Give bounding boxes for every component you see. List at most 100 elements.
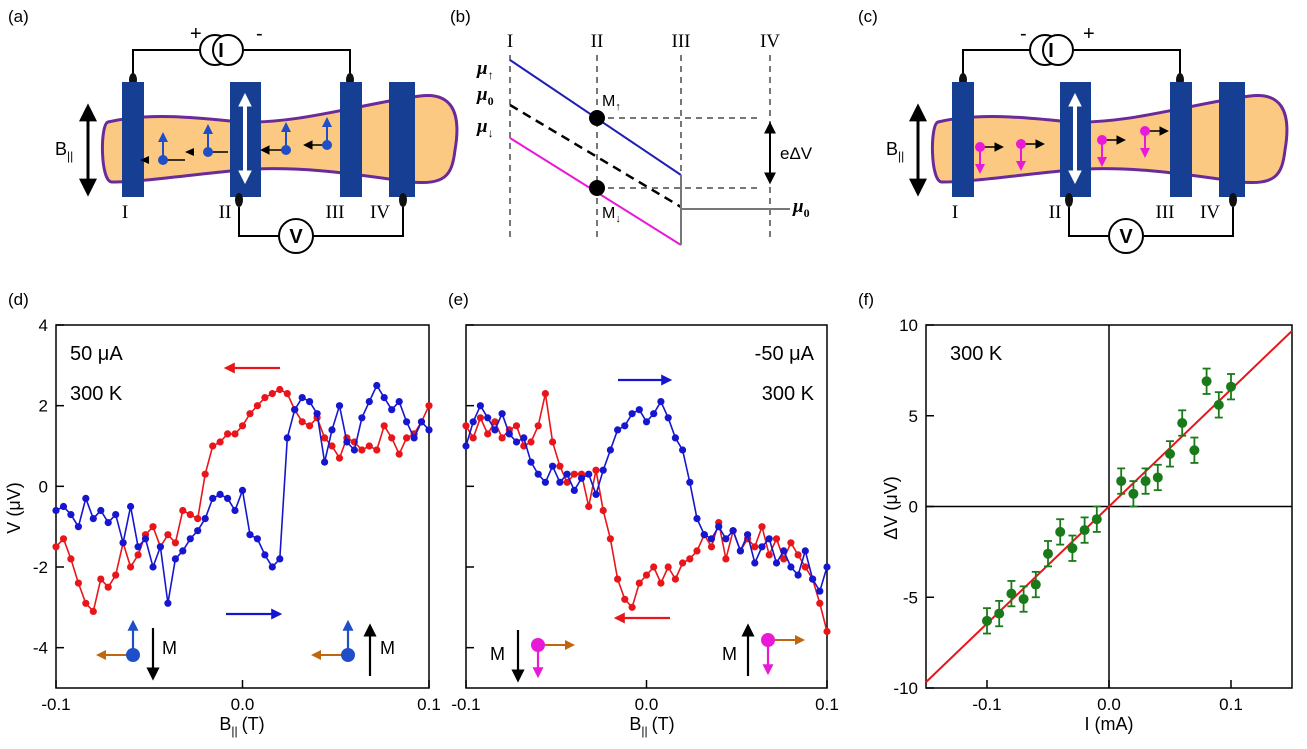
data-point bbox=[365, 398, 373, 406]
wire-top-left bbox=[132, 49, 200, 82]
axis-ticks-e: -0.1 0.0 0.1 bbox=[451, 324, 839, 714]
data-point bbox=[149, 563, 157, 571]
probe-terminal bbox=[1065, 193, 1073, 207]
panel-b-label: (b) bbox=[450, 7, 471, 26]
data-point bbox=[751, 559, 759, 567]
data-point bbox=[59, 535, 68, 543]
data-point bbox=[380, 422, 388, 430]
data-point bbox=[298, 394, 306, 402]
data-point bbox=[801, 547, 809, 555]
x-tick-label: -0.1 bbox=[972, 695, 1001, 714]
current-annotation: 50 μA bbox=[70, 343, 123, 365]
data-point bbox=[614, 426, 622, 434]
panel-e: (e) -0.1 0.0 0.1 B|| (T) -50 μA 300 K M M bbox=[448, 290, 839, 738]
data-point bbox=[693, 515, 701, 523]
data-point bbox=[112, 510, 120, 519]
data-point bbox=[1067, 543, 1078, 554]
data-point bbox=[679, 559, 687, 567]
spin-up-particles bbox=[140, 117, 332, 165]
series-line-blue bbox=[55, 383, 430, 604]
data-point bbox=[313, 410, 321, 418]
x-tick-label: 0.0 bbox=[231, 695, 255, 714]
data-point bbox=[520, 434, 528, 442]
data-point bbox=[994, 608, 1005, 619]
data-point bbox=[765, 535, 773, 543]
y-tick-label: 4 bbox=[39, 316, 48, 335]
contact-1 bbox=[952, 82, 974, 197]
contact-label: I bbox=[952, 202, 958, 223]
data-point bbox=[373, 381, 381, 390]
data-point bbox=[621, 422, 629, 430]
data-point bbox=[74, 579, 82, 587]
temperature-annotation: 300 K bbox=[762, 383, 815, 405]
data-point bbox=[268, 563, 276, 571]
data-point bbox=[512, 438, 521, 446]
data-point bbox=[758, 523, 766, 531]
data-point bbox=[549, 438, 557, 446]
contact-3 bbox=[340, 82, 362, 197]
data-point bbox=[194, 515, 202, 523]
voltmeter-label: V bbox=[289, 226, 303, 248]
data-point bbox=[679, 446, 687, 454]
contact-label: II bbox=[1049, 202, 1062, 223]
data-point bbox=[97, 506, 105, 515]
contact-1 bbox=[122, 82, 144, 197]
data-point bbox=[736, 547, 745, 555]
data-point bbox=[469, 434, 477, 442]
data-point bbox=[1201, 376, 1212, 387]
panel-a-label: (a) bbox=[8, 7, 29, 26]
m-label: M bbox=[722, 644, 737, 664]
data-point bbox=[134, 543, 142, 551]
wire-bottom-left bbox=[1068, 207, 1108, 237]
x-tick-label: 0.0 bbox=[635, 695, 659, 714]
m-label: M bbox=[162, 638, 177, 658]
data-point bbox=[216, 438, 224, 446]
x-axis-label: B|| (T) bbox=[219, 714, 264, 738]
data-point bbox=[201, 515, 209, 523]
data-point bbox=[556, 478, 564, 486]
data-point bbox=[491, 418, 499, 426]
data-point bbox=[628, 410, 636, 418]
data-e bbox=[462, 390, 831, 636]
data-point bbox=[599, 506, 607, 515]
y-tick-label: -5 bbox=[903, 588, 918, 607]
source-minus: - bbox=[1020, 23, 1027, 45]
data-point bbox=[89, 607, 97, 616]
data-point bbox=[780, 555, 788, 563]
m-up-marker bbox=[589, 110, 605, 126]
data-point bbox=[283, 434, 291, 442]
mu-zero-line bbox=[509, 103, 682, 209]
data-point bbox=[335, 454, 344, 462]
contact-label: III bbox=[1156, 202, 1175, 223]
inset-spin-antiparallel: M bbox=[96, 619, 177, 681]
data-point bbox=[664, 414, 672, 422]
data-point bbox=[283, 390, 291, 398]
field-label: B|| bbox=[886, 139, 904, 163]
data-point bbox=[744, 531, 752, 539]
series-line-red bbox=[465, 393, 828, 632]
inset-spin-parallel: M bbox=[490, 630, 575, 683]
data-point bbox=[982, 615, 992, 626]
temperature-annotation: 300 K bbox=[950, 343, 1003, 365]
data-point bbox=[343, 438, 351, 446]
data-point bbox=[816, 587, 824, 595]
m-down-marker bbox=[589, 180, 605, 196]
contact-4 bbox=[389, 82, 415, 197]
data-point bbox=[1018, 594, 1029, 605]
data-point bbox=[671, 575, 680, 583]
column-label: II bbox=[591, 31, 604, 52]
data-d bbox=[52, 381, 433, 616]
y-tick-label: -10 bbox=[893, 679, 918, 698]
data-point bbox=[527, 438, 535, 446]
spin-down-particles bbox=[975, 126, 1169, 174]
data-point bbox=[534, 422, 542, 430]
data-point bbox=[527, 458, 535, 466]
current-source-label: I bbox=[1048, 40, 1054, 62]
plot-frame-d bbox=[55, 324, 430, 689]
data-point bbox=[253, 402, 261, 410]
data-point bbox=[1226, 381, 1236, 392]
contact-label: II bbox=[219, 202, 232, 223]
data-point bbox=[403, 434, 411, 442]
column-label: IV bbox=[760, 31, 780, 52]
data-point bbox=[67, 555, 75, 563]
